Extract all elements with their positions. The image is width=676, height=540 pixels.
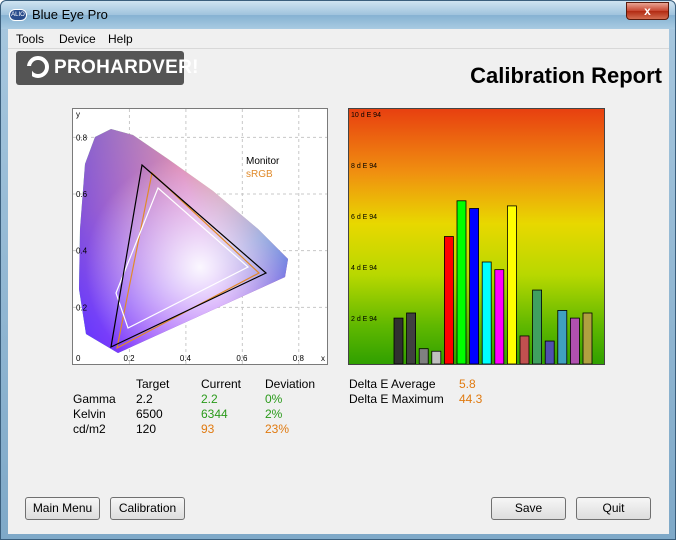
cie-chromaticity-chart: 0 0.2 0.4 0.6 0.8 0.2 0.4 0.6 0.8 x y Monitor s…: [72, 108, 328, 365]
y-tick-label: 0.4: [76, 247, 88, 256]
isocoated-outline: [115, 186, 250, 329]
x-tick-label: 0.2: [123, 354, 135, 363]
delta-e-bar: [544, 340, 555, 365]
delta-e-bar: [444, 236, 454, 365]
delta-e-bar: [557, 310, 568, 365]
delta-e-bar: [431, 350, 442, 365]
y-axis-label: y: [76, 110, 80, 119]
x-axis-label: x: [321, 354, 325, 363]
cie-x-ticks: 0 0.2 0.4 0.6 0.8: [76, 354, 304, 363]
x-tick-label: 0: [76, 354, 81, 363]
header-target: Target: [136, 377, 170, 391]
row-label-kelvin: Kelvin: [73, 407, 106, 421]
delta-e-ticks: 2 d E 94 4 d E 94 6 d E 94 8 d E 94 10 d E 9…: [351, 112, 381, 323]
header-current: Current: [201, 377, 242, 391]
cie-y-ticks: 0.2 0.4 0.6 0.8: [76, 133, 88, 312]
page-title: Calibration Report: [470, 63, 662, 88]
logo-text: PROHARDVER!: [54, 57, 199, 78]
delta-e-bar: [456, 200, 467, 365]
x-tick-label: 0.6: [236, 354, 248, 363]
delta-e-tick-label: 8 d E 94: [351, 163, 377, 170]
logo-ring-icon: [27, 56, 49, 80]
menu-help[interactable]: Help: [108, 32, 133, 46]
delta-e-average-value: 5.8: [459, 377, 476, 391]
legend-monitor: Monitor: [246, 156, 280, 167]
menu-tools[interactable]: Tools: [16, 32, 45, 46]
close-button[interactable]: x: [626, 2, 669, 20]
save-button[interactable]: Save: [491, 497, 566, 520]
window-title: Blue Eye Pro: [32, 7, 108, 22]
report-panel: PROHARDVER! Calibration Report: [8, 49, 669, 534]
header-deviation: Deviation: [265, 377, 316, 391]
delta-e-bar: [506, 205, 517, 365]
delta-e-bar: [406, 312, 416, 365]
main-menu-button[interactable]: Main Menu: [25, 497, 100, 520]
delta-e-chart: 2 d E 94 4 d E 94 6 d E 94 8 d E 94 10 d E 9…: [348, 108, 605, 365]
legend-isocoated: ISOcoated: [246, 182, 293, 193]
luminance-current: 93: [201, 422, 215, 436]
cie-svg: 0 0.2 0.4 0.6 0.8 0.2 0.4 0.6 0.8 x y Monitor s…: [73, 109, 327, 364]
menu-bar: Tools Device Help: [8, 29, 669, 49]
luminance-deviation: 23%: [265, 422, 290, 436]
kelvin-deviation: 2%: [265, 407, 283, 421]
gamma-current: 2.2: [201, 392, 218, 406]
prohardver-logo: PROHARDVER!: [16, 51, 198, 85]
row-label-luminance: cd/m2: [73, 422, 106, 436]
luminance-target: 120: [136, 422, 157, 436]
legend-srgb: sRGB: [246, 169, 273, 180]
delta-e-svg: 2 d E 94 4 d E 94 6 d E 94 8 d E 94 10 d E 9…: [349, 109, 604, 365]
delta-e-bar: [469, 208, 479, 365]
delta-e-bar: [393, 317, 404, 365]
delta-e-bar: [494, 269, 505, 365]
kelvin-target: 6500: [136, 407, 163, 421]
delta-e-tick-label: 4 d E 94: [351, 265, 377, 272]
calibration-button[interactable]: Calibration: [110, 497, 185, 520]
delta-e-tick-label: 10 d E 94: [351, 112, 381, 119]
delta-e-bar: [569, 317, 580, 365]
quit-button[interactable]: Quit: [576, 497, 651, 520]
x-tick-label: 0.8: [293, 354, 305, 363]
menu-device[interactable]: Device: [59, 32, 96, 46]
title-bar[interactable]: ALIO Blue Eye Pro x: [1, 1, 675, 29]
delta-e-tick-label: 6 d E 94: [351, 214, 377, 221]
delta-e-bar: [481, 261, 492, 365]
row-label-gamma: Gamma: [73, 392, 116, 406]
delta-e-bar: [519, 335, 530, 365]
delta-e-maximum-label: Delta E Maximum: [349, 392, 444, 406]
delta-e-bar: [418, 348, 429, 365]
y-tick-label: 0.6: [76, 190, 88, 199]
delta-e-bar: [532, 289, 543, 365]
monitor-triangle: [110, 163, 268, 349]
blue-eye-app-icon: ALIO: [9, 9, 27, 21]
delta-e-bar: [582, 312, 593, 365]
gamma-target: 2.2: [136, 392, 153, 406]
delta-e-tick-label: 2 d E 94: [351, 316, 377, 323]
y-tick-label: 0.8: [76, 133, 88, 142]
gamma-deviation: 0%: [265, 392, 283, 406]
x-tick-label: 0.4: [180, 354, 192, 363]
delta-e-average-label: Delta E Average: [349, 377, 436, 391]
y-tick-label: 0.2: [76, 303, 88, 312]
delta-e-maximum-value: 44.3: [459, 392, 483, 406]
kelvin-current: 6344: [201, 407, 228, 421]
